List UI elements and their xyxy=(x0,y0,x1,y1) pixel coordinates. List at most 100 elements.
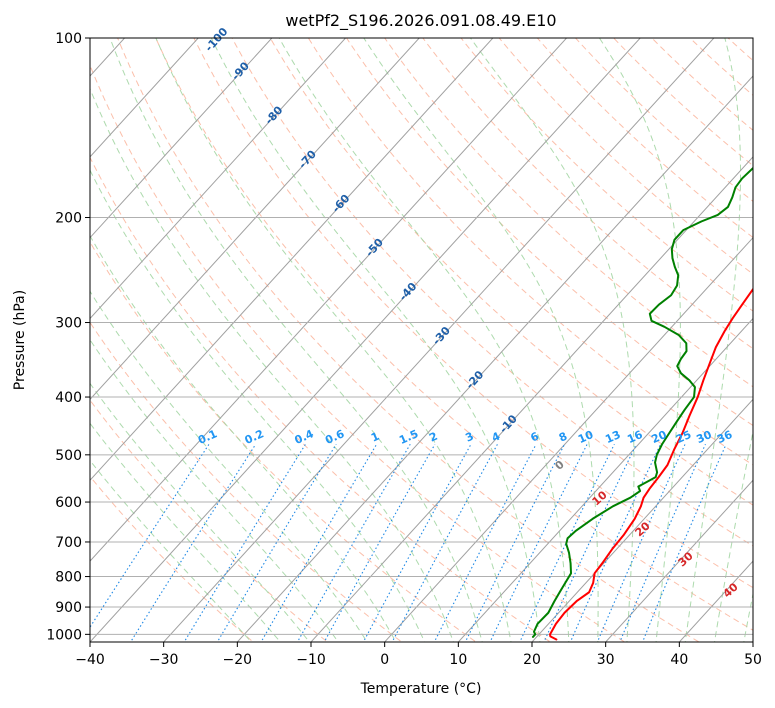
chart-title: wetPf2_S196.2026.091.08.49.E10 xyxy=(285,11,556,31)
moist-adiabat xyxy=(90,169,426,642)
moist-adiabat xyxy=(90,290,368,642)
y-tick-label: 400 xyxy=(55,390,82,406)
moist-adiabat xyxy=(210,38,541,642)
moist-adiabat xyxy=(743,591,753,642)
dry-adiabat xyxy=(117,38,700,642)
isotherm xyxy=(604,479,753,642)
moist-adiabat xyxy=(90,382,310,642)
isotherm xyxy=(90,38,568,562)
mixing-ratio-line xyxy=(543,444,637,642)
dry-adiabat xyxy=(231,38,753,547)
x-tick-label: 30 xyxy=(597,652,615,668)
y-tick-label: 500 xyxy=(55,448,82,464)
mixing-ratio-line xyxy=(464,443,566,642)
isotherm xyxy=(90,38,641,642)
mixing-ratio-label: 25 xyxy=(674,428,693,446)
moist-adiabat xyxy=(714,429,753,642)
moist-adiabat xyxy=(599,38,681,642)
dry-adiabat xyxy=(612,38,753,167)
moist-adiabat xyxy=(109,38,483,642)
y-axis-label: Pressure (hPa) xyxy=(12,290,28,390)
dry-adiabat xyxy=(90,475,254,642)
x-tick-label: 0 xyxy=(380,652,389,668)
isotherm xyxy=(90,38,199,158)
mixing-ratio-line xyxy=(323,443,436,642)
y-tick-label: 700 xyxy=(55,535,82,551)
mixing-ratio-label: 20 xyxy=(649,428,669,446)
mixing-ratio-line xyxy=(260,443,378,642)
moist-adiabat xyxy=(90,338,339,642)
mixing-ratio-label: 30 xyxy=(694,428,714,446)
moist-adiabat xyxy=(90,234,397,642)
mixing-ratio-line xyxy=(296,443,411,642)
dry-adiabat xyxy=(90,64,626,642)
moist-adiabat xyxy=(90,87,454,642)
moist-adiabat xyxy=(363,38,599,642)
isotherm xyxy=(90,38,273,239)
x-tick-label: −40 xyxy=(75,652,105,668)
mixing-ratio-line xyxy=(489,444,588,642)
mixing-ratio-label: 10 xyxy=(576,428,596,446)
y-tick-label: 200 xyxy=(55,211,82,227)
plot-frame xyxy=(89,37,754,643)
dry-adiabat xyxy=(307,38,753,466)
dewpoint-trace xyxy=(531,166,753,638)
x-tick-label: 40 xyxy=(670,652,688,668)
mixing-ratio-label: 16 xyxy=(625,428,645,446)
x-tick-label: 50 xyxy=(744,652,762,668)
mixing-ratio-line xyxy=(519,444,615,642)
isotherm xyxy=(236,75,753,642)
moist-adiabat xyxy=(470,38,635,642)
x-tick-label: 10 xyxy=(449,652,467,668)
background-lines xyxy=(90,38,753,642)
mixing-ratio-line xyxy=(619,444,706,642)
x-tick-label: −20 xyxy=(223,652,253,668)
isotherm xyxy=(383,236,753,642)
isotherm xyxy=(90,38,494,482)
temperature-trace xyxy=(549,287,753,641)
isotherm xyxy=(457,317,753,642)
mixing-ratio-line xyxy=(90,443,210,629)
mixing-ratio-line xyxy=(216,443,337,642)
y-tick-label: 300 xyxy=(55,316,82,332)
x-tick-label: 20 xyxy=(523,652,541,668)
dry-adiabat xyxy=(90,156,552,642)
dry-adiabat xyxy=(422,38,753,350)
isotherm xyxy=(310,156,753,642)
axes: −40 −30 −20 −10 0 10 20 30 40 50 1000 900 800 700 600 5… xyxy=(46,31,762,668)
isotherm xyxy=(162,38,715,642)
y-tick-label: 1000 xyxy=(46,627,82,643)
sounding-traces xyxy=(531,166,753,641)
isotherm xyxy=(531,398,753,642)
dry-adiabat xyxy=(345,38,753,427)
y-tick-label: 900 xyxy=(55,600,82,616)
dry-adiabat xyxy=(90,321,403,642)
y-tick-label: 600 xyxy=(55,495,82,511)
isotherm xyxy=(90,38,347,320)
mixing-ratio-line xyxy=(569,444,661,642)
moist-adiabat xyxy=(684,38,741,642)
x-tick-label: −10 xyxy=(296,652,326,668)
mixing-ratio-line xyxy=(642,444,727,642)
moist-adiabat xyxy=(155,38,512,642)
dry-adiabat xyxy=(460,38,753,312)
dry-adiabat xyxy=(498,38,753,275)
mixing-ratio-line xyxy=(362,443,472,642)
mixing-ratio-label: 36 xyxy=(715,428,735,446)
dry-adiabat xyxy=(193,38,753,589)
isotherm xyxy=(90,38,420,401)
dry-adiabat xyxy=(155,38,753,631)
dry-adiabat xyxy=(384,38,753,388)
mixing-ratio-line xyxy=(596,444,686,642)
moist-adiabat xyxy=(278,38,570,642)
dry-adiabat xyxy=(269,38,753,506)
x-tick-label: −30 xyxy=(149,652,179,668)
x-axis-label: Temperature (°C) xyxy=(360,681,482,697)
dry-adiabat xyxy=(651,38,753,131)
y-tick-label: 800 xyxy=(55,570,82,586)
mixing-ratio-label: 13 xyxy=(603,428,622,446)
moist-adiabat xyxy=(90,459,252,642)
